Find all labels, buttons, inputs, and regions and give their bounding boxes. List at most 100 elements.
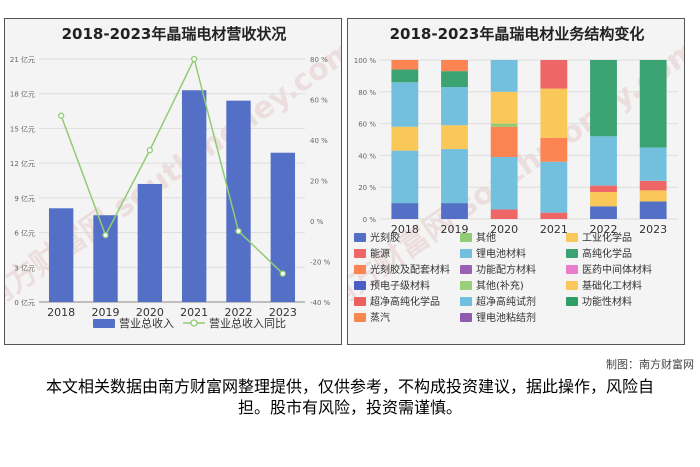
bar-2020 bbox=[137, 183, 163, 302]
legend-label: 锂电池材料 bbox=[476, 247, 526, 260]
legend-swatch bbox=[460, 281, 472, 290]
y-left-tick-label: 21 亿元 bbox=[10, 55, 35, 64]
x-tick-label: 2018 bbox=[391, 223, 419, 236]
y-left-tick-label: 0 亿元 bbox=[14, 298, 35, 307]
bar-2023 bbox=[270, 152, 296, 302]
legend-label: 能源 bbox=[370, 247, 390, 260]
legend-label: 功能性材料 bbox=[582, 295, 632, 308]
stack-segment-2022-4 bbox=[590, 60, 617, 137]
y-right-tick-label: -40 % bbox=[310, 299, 331, 307]
legend-label: 蒸汽 bbox=[370, 311, 390, 324]
stack-segment-2019-0 bbox=[441, 203, 468, 219]
bar-2022 bbox=[226, 100, 251, 303]
y-right-tick-label: 0 % bbox=[310, 218, 324, 226]
y-tick-label: 0 % bbox=[363, 216, 377, 224]
x-tick-label: 2020 bbox=[490, 223, 518, 236]
stack-segment-2019-3 bbox=[441, 87, 468, 126]
legend-swatch bbox=[460, 233, 472, 242]
bar-2021 bbox=[181, 90, 207, 302]
disclaimer-text: 本文相关数据由南方财富网整理提供，仅供参考，不构成投资建议，据此操作，风险自担。… bbox=[45, 377, 654, 417]
legend-swatch bbox=[566, 265, 578, 274]
y-tick-label: 80 % bbox=[358, 89, 376, 97]
revenue-chart: 南方财富网 southmoney.com2018-2023年晶瑞电材营收状况0 … bbox=[5, 25, 341, 330]
legend-label: 超净高纯化学品 bbox=[370, 295, 440, 308]
y-left-tick-label: 9 亿元 bbox=[14, 194, 35, 203]
y-left-tick-label: 15 亿元 bbox=[10, 124, 35, 133]
line-point-2022 bbox=[235, 227, 242, 235]
legend-label: 光刻胶及配套材料 bbox=[370, 263, 450, 276]
stack-segment-2018-2 bbox=[391, 126, 419, 151]
stack-segment-2019-5 bbox=[441, 60, 468, 72]
stack-segment-2020-0 bbox=[490, 209, 518, 219]
stack-segment-2019-2 bbox=[441, 125, 468, 150]
y-tick-label: 40 % bbox=[358, 152, 376, 160]
stack-segment-2019-1 bbox=[441, 149, 468, 204]
y-right-tick-label: -20 % bbox=[310, 259, 331, 267]
line-point-2019 bbox=[102, 232, 109, 239]
legend-label: 工业化学品 bbox=[582, 231, 632, 244]
line-point-2020 bbox=[146, 146, 153, 154]
y-left-tick-label: 3 亿元 bbox=[14, 263, 35, 272]
stack-segment-2023-1 bbox=[639, 190, 667, 202]
legend-label: 高纯化学品 bbox=[582, 247, 632, 260]
y-right-tick-label: 20 % bbox=[310, 178, 328, 186]
y-right-tick-label: 60 % bbox=[310, 97, 328, 105]
legend-label: 其他(补充) bbox=[476, 279, 524, 292]
chart-title: 2018-2023年晶瑞电材营收状况 bbox=[62, 25, 287, 43]
stack-segment-2023-2 bbox=[639, 180, 667, 191]
business-structure-chart-panel: 南方财富网 southmoney.com 2018-2023年晶瑞电材业务结构变化… bbox=[347, 18, 685, 345]
y-tick-label: 20 % bbox=[358, 184, 376, 192]
stack-segment-2021-3 bbox=[540, 88, 568, 138]
legend-label: 光刻胶 bbox=[370, 231, 400, 244]
stack-segment-2018-1 bbox=[391, 150, 419, 204]
legend-swatch bbox=[354, 281, 366, 290]
y-left-tick-label: 6 亿元 bbox=[14, 229, 35, 238]
stack-segment-2022-0 bbox=[590, 206, 617, 219]
stack-segment-2020-5 bbox=[490, 60, 518, 92]
stack-segment-2022-1 bbox=[590, 191, 617, 207]
x-tick-label: 2021 bbox=[540, 223, 568, 236]
x-tick-label: 2023 bbox=[269, 306, 297, 319]
stack-segment-2018-5 bbox=[391, 60, 419, 70]
legend-swatch bbox=[566, 297, 578, 306]
legend-swatch bbox=[460, 265, 472, 274]
legend-label: 基础化工材料 bbox=[582, 279, 642, 292]
legend-swatch-revenue bbox=[93, 319, 115, 328]
bar-2019 bbox=[93, 215, 118, 302]
stack-segment-2018-4 bbox=[391, 69, 419, 83]
line-point-2018 bbox=[58, 112, 65, 119]
legend-swatch-yoy-dot bbox=[190, 319, 198, 327]
legend-label: 锂电池粘结剂 bbox=[476, 311, 536, 324]
legend-label: 医药中间体材料 bbox=[582, 263, 652, 276]
legend-swatch bbox=[354, 233, 366, 242]
y-tick-label: 100 % bbox=[354, 57, 377, 65]
stack-segment-2020-2 bbox=[490, 126, 518, 157]
stack-segment-2022-2 bbox=[590, 185, 617, 192]
x-tick-label: 2019 bbox=[441, 223, 469, 236]
stack-segment-2020-1 bbox=[490, 156, 518, 210]
stack-segment-2021-0 bbox=[540, 212, 568, 219]
stack-segment-2023-0 bbox=[639, 201, 667, 219]
line-point-2021 bbox=[191, 55, 198, 63]
y-tick-label: 60 % bbox=[358, 121, 376, 129]
stack-segment-2021-4 bbox=[540, 60, 568, 89]
y-left-tick-label: 12 亿元 bbox=[10, 159, 35, 168]
chart-credit: 制图：南方财富网 bbox=[606, 358, 694, 371]
legend-swatch bbox=[460, 313, 472, 322]
x-tick-label: 2023 bbox=[639, 223, 667, 236]
legend-swatch bbox=[354, 265, 366, 274]
stack-segment-2021-1 bbox=[540, 161, 568, 213]
y-right-tick-label: 40 % bbox=[310, 137, 328, 145]
legend-label: 功能配方材料 bbox=[476, 263, 536, 276]
stack-segment-2023-3 bbox=[639, 147, 667, 181]
business-structure-chart: 南方财富网 southmoney.com2018-2023年晶瑞电材业务结构变化… bbox=[348, 25, 684, 324]
stack-segment-2018-3 bbox=[391, 82, 419, 127]
stack-segment-2020-4 bbox=[490, 91, 518, 124]
stack-segment-2021-2 bbox=[540, 137, 568, 162]
legend-label-yoy: 营业总收入同比 bbox=[209, 316, 286, 330]
x-tick-label: 2019 bbox=[92, 306, 120, 319]
line-series-yoy bbox=[60, 56, 284, 275]
line-point-2023 bbox=[279, 270, 286, 277]
legend-swatch bbox=[566, 233, 578, 242]
stack-segment-2022-3 bbox=[590, 136, 617, 186]
